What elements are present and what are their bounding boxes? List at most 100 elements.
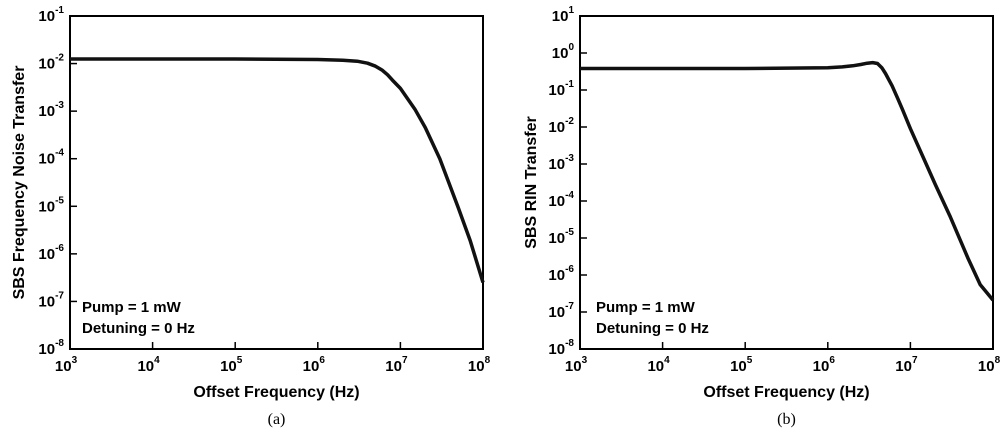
y-tick-label: 10-6 xyxy=(548,264,574,284)
y-tick-label: 10-6 xyxy=(38,243,64,263)
x-tick-label: 108 xyxy=(468,355,491,375)
tick-exponent: 7 xyxy=(912,355,918,366)
tick-base: 10 xyxy=(548,230,565,247)
tick-exponent: 8 xyxy=(485,355,491,366)
plot-frame xyxy=(69,15,484,350)
x-tick-label: 108 xyxy=(978,355,1001,375)
tick-exponent: -2 xyxy=(565,116,574,127)
tick-exponent: -1 xyxy=(565,79,574,90)
y-tick-label: 10-1 xyxy=(548,79,574,99)
tick-base: 10 xyxy=(55,358,72,375)
y-tick-label: 10-3 xyxy=(38,100,64,120)
y-axis-ticks: 10-810-710-610-510-410-310-210-1 xyxy=(38,5,77,358)
chart-panel-a: 103 104 105 106 107 108 10-810-710-610-510-41… xyxy=(11,5,491,428)
tick-base: 10 xyxy=(468,358,485,375)
tick-exponent: 7 xyxy=(402,355,408,366)
y-tick-label: 10-2 xyxy=(38,53,64,73)
y-tick-label: 10-8 xyxy=(38,338,64,358)
x-tick-label: 106 xyxy=(303,355,326,375)
y-tick-label: 101 xyxy=(552,5,575,25)
annotation-detuning: Detuning = 0 Hz xyxy=(82,320,195,337)
tick-base: 10 xyxy=(38,293,55,310)
x-tick-label: 103 xyxy=(55,355,78,375)
panel-caption: (a) xyxy=(268,411,286,428)
tick-exponent: -4 xyxy=(55,148,64,159)
tick-exponent: -5 xyxy=(55,195,64,206)
plot-frame xyxy=(579,15,994,350)
tick-exponent: 3 xyxy=(582,355,588,366)
tick-base: 10 xyxy=(38,198,55,215)
y-tick-label: 10-4 xyxy=(38,148,64,168)
tick-exponent: -8 xyxy=(55,338,64,349)
y-tick-label: 10-4 xyxy=(548,190,574,210)
y-tick-label: 10-3 xyxy=(548,153,574,173)
tick-base: 10 xyxy=(548,341,565,358)
tick-exponent: 8 xyxy=(995,355,1001,366)
annotation-pump: Pump = 1 mW xyxy=(82,299,182,316)
tick-exponent: 6 xyxy=(319,355,325,366)
tick-base: 10 xyxy=(38,341,55,358)
tick-base: 10 xyxy=(303,358,320,375)
series-line xyxy=(70,57,485,284)
tick-exponent: 6 xyxy=(829,355,835,366)
tick-exponent: -1 xyxy=(55,5,64,16)
x-tick-label: 105 xyxy=(220,355,243,375)
tick-base: 10 xyxy=(548,119,565,136)
tick-exponent: 3 xyxy=(72,355,78,366)
tick-exponent: -3 xyxy=(565,153,574,164)
tick-base: 10 xyxy=(895,358,912,375)
tick-exponent: 4 xyxy=(664,355,670,366)
tick-base: 10 xyxy=(813,358,830,375)
x-tick-label: 104 xyxy=(137,355,160,375)
chart-panel-b: 103 104 105 106 107 108 10-810-710-610-510-41… xyxy=(523,5,1001,428)
tick-base: 10 xyxy=(978,358,995,375)
tick-exponent: -4 xyxy=(565,190,574,201)
tick-base: 10 xyxy=(220,358,237,375)
tick-base: 10 xyxy=(552,45,569,62)
x-axis-label: Offset Frequency (Hz) xyxy=(703,384,869,401)
y-tick-label: 100 xyxy=(552,42,575,62)
tick-exponent: -2 xyxy=(55,53,64,64)
tick-exponent: 1 xyxy=(568,5,574,16)
y-axis-label: SBS Frequency Noise Transfer xyxy=(11,66,28,300)
x-tick-label: 103 xyxy=(565,355,588,375)
y-tick-label: 10-7 xyxy=(548,301,574,321)
tick-exponent: -8 xyxy=(565,338,574,349)
y-tick-label: 10-5 xyxy=(548,227,574,247)
tick-exponent: 5 xyxy=(747,355,753,366)
tick-exponent: 5 xyxy=(237,355,243,366)
tick-exponent: -7 xyxy=(55,290,64,301)
y-tick-label: 10-8 xyxy=(548,338,574,358)
tick-base: 10 xyxy=(38,8,55,25)
tick-exponent: -3 xyxy=(55,100,64,111)
y-tick-label: 10-5 xyxy=(38,195,64,215)
tick-base: 10 xyxy=(137,358,154,375)
tick-exponent: -6 xyxy=(565,264,574,275)
x-tick-label: 107 xyxy=(895,355,918,375)
tick-base: 10 xyxy=(552,8,569,25)
x-tick-label: 106 xyxy=(813,355,836,375)
annotation-pump: Pump = 1 mW xyxy=(596,299,696,316)
tick-exponent: 4 xyxy=(154,355,160,366)
x-tick-label: 104 xyxy=(647,355,670,375)
tick-base: 10 xyxy=(548,304,565,321)
tick-base: 10 xyxy=(548,156,565,173)
annotation-detuning: Detuning = 0 Hz xyxy=(596,320,709,337)
tick-base: 10 xyxy=(38,246,55,263)
x-axis-ticks: 103 104 105 106 107 108 xyxy=(55,342,491,375)
tick-exponent: 0 xyxy=(568,42,574,53)
y-axis-label: SBS RIN Transfer xyxy=(523,116,540,248)
tick-exponent: -5 xyxy=(565,227,574,238)
tick-base: 10 xyxy=(647,358,664,375)
y-tick-label: 10-1 xyxy=(38,5,64,25)
tick-base: 10 xyxy=(565,358,582,375)
tick-exponent: -6 xyxy=(55,243,64,254)
tick-base: 10 xyxy=(38,103,55,120)
x-tick-label: 107 xyxy=(385,355,408,375)
tick-base: 10 xyxy=(730,358,747,375)
panel-caption: (b) xyxy=(777,411,796,428)
x-tick-label: 105 xyxy=(730,355,753,375)
tick-exponent: -7 xyxy=(565,301,574,312)
